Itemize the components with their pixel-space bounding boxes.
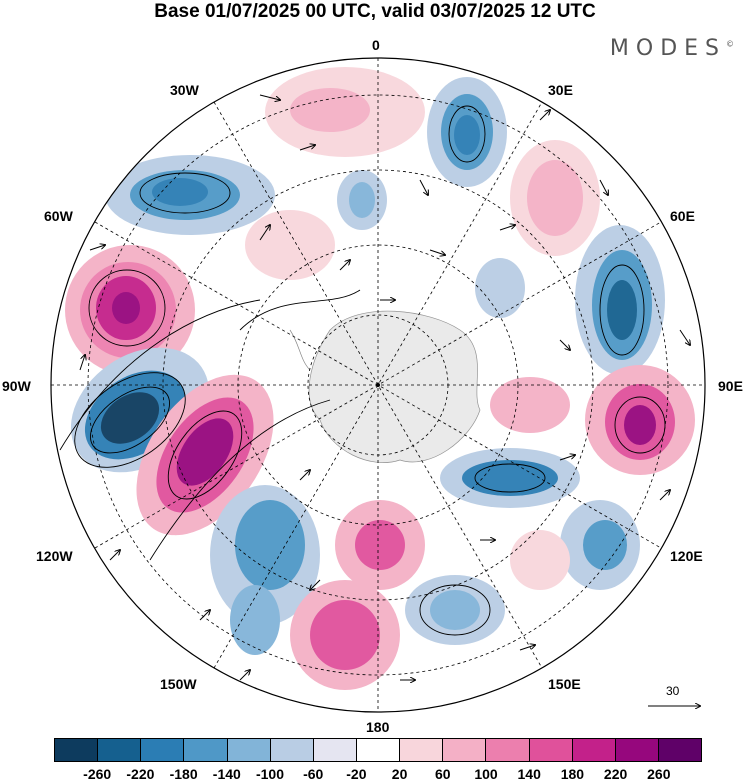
colorbar-swatch xyxy=(443,739,487,761)
colorbar-swatch xyxy=(615,739,659,761)
colorbar-tick-label: 220 xyxy=(603,766,628,782)
colorbar-swatch xyxy=(270,739,314,761)
colorbar-tick-label: 20 xyxy=(391,766,408,782)
lon-label-120w: 120W xyxy=(36,548,73,564)
brand-text: MODES xyxy=(609,36,726,61)
lon-label-90e: 90E xyxy=(718,378,743,394)
lon-label-60e: 60E xyxy=(670,208,695,224)
colorbar-tick-label: -260 xyxy=(83,766,112,782)
streamlines xyxy=(59,105,666,636)
colorbar-swatch xyxy=(98,739,142,761)
lon-label-180: 180 xyxy=(366,719,390,735)
lon-label-150w: 150W xyxy=(160,676,197,692)
colorbar-tick-label: 140 xyxy=(517,766,541,782)
colorbar xyxy=(54,738,702,762)
colorbar-swatch xyxy=(486,739,530,761)
colorbar-swatch xyxy=(356,739,401,761)
colorbar-swatch xyxy=(141,739,185,761)
lon-label-120e: 120E xyxy=(670,548,703,564)
anomaly-field xyxy=(51,58,705,712)
brand-mark: © xyxy=(726,39,734,49)
colorbar-tick-label: -60 xyxy=(303,766,324,782)
colorbar-swatch xyxy=(55,739,99,761)
colorbar-swatch xyxy=(572,739,616,761)
colorbar-swatch xyxy=(227,739,271,761)
colorbar-tick-label: -180 xyxy=(169,766,198,782)
colorbar-tick-label: -140 xyxy=(212,766,241,782)
colorbar-swatch xyxy=(313,739,357,761)
map-boundary xyxy=(50,57,706,713)
colorbar-swatch xyxy=(400,739,444,761)
lon-label-0: 0 xyxy=(372,37,380,53)
colorbar-tick-label: 180 xyxy=(560,766,585,782)
lon-label-30w: 30W xyxy=(170,82,199,98)
colorbar-swatch xyxy=(529,739,573,761)
wind-vectors xyxy=(79,94,690,680)
colorbar-tick-label: 260 xyxy=(647,766,671,782)
lon-label-90w: 90W xyxy=(2,378,31,394)
modes-logo: MODES© xyxy=(610,36,734,61)
colorbar-tick-label: -20 xyxy=(346,766,367,782)
lon-label-60w: 60W xyxy=(44,208,73,224)
colorbar-tick-label: 60 xyxy=(435,766,451,782)
map-title: Base 01/07/2025 00 UTC, valid 03/07/2025… xyxy=(154,1,596,22)
lon-label-150e: 150E xyxy=(548,676,581,692)
south-pole-marker xyxy=(376,383,380,387)
lon-label-30e: 30E xyxy=(548,82,573,98)
colorbar-swatch xyxy=(184,739,228,761)
antarctica-landmass xyxy=(308,310,481,463)
reference-vector-label: 30 xyxy=(666,684,680,698)
colorbar-ticks: -260 -220 -180 -140 -100 -60 -20 20 60 100 140 180 2… xyxy=(0,766,750,783)
colorbar-swatch xyxy=(658,739,702,761)
colorbar-tick-label: -100 xyxy=(255,766,285,782)
colorbar-tick-label: -220 xyxy=(126,766,155,782)
colorbar-tick-label: 100 xyxy=(474,766,498,782)
